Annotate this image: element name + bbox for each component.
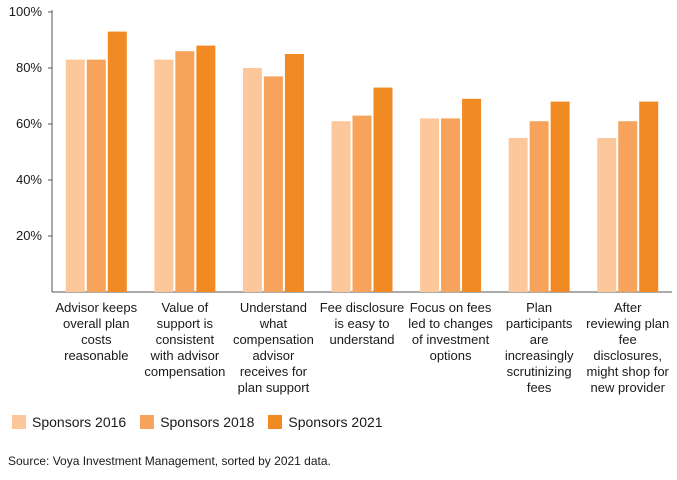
bar-sponsors-2021 — [107, 31, 127, 292]
category-label-line: compensation — [144, 364, 226, 379]
category-label-line: Understand — [239, 300, 308, 315]
category-label-line: Focus on fees — [409, 300, 492, 315]
category-label-line: understand — [329, 332, 395, 347]
category-label-line: advisor — [252, 348, 295, 363]
category-label-line: Plan — [526, 300, 553, 315]
category-label-line: participants — [505, 316, 573, 331]
category-label-line: consistent — [155, 332, 215, 347]
bar-sponsors-2016 — [420, 118, 440, 293]
bar-sponsors-2018 — [352, 115, 372, 292]
y-tick-label: 60% — [16, 116, 42, 131]
bar-sponsors-2016 — [154, 59, 174, 292]
category-label-line: are — [529, 332, 549, 347]
category-label: Understand what compensation advisor receive… — [217, 300, 329, 396]
category-label-line: fees — [526, 380, 552, 395]
legend-swatch-2018 — [140, 415, 155, 429]
category-label-line: increasingly — [504, 348, 574, 363]
category-label-line: what — [259, 316, 288, 331]
category-label-line: options — [429, 348, 472, 363]
legend-label-2021: Sponsors 2021 — [288, 414, 383, 430]
category-label: Fee disclosure is easy to understand — [306, 300, 418, 348]
category-label-line: fee — [618, 332, 637, 347]
category-label: Plan participants are increasingly scrutiniz… — [483, 300, 595, 396]
legend-item-2018: Sponsors 2018 — [140, 414, 254, 430]
category-label-line: Advisor keeps — [55, 300, 138, 315]
category-label: Advisor keeps overall plan costs reasonable — [40, 300, 152, 364]
bar-sponsors-2018 — [441, 118, 461, 293]
category-label-line: receives for — [239, 364, 308, 379]
bar-sponsors-2016 — [331, 121, 351, 292]
category-label-line: plan support — [237, 380, 310, 395]
bar-sponsors-2018 — [263, 76, 283, 293]
category-label: After reviewing plan fee disclosures, might … — [572, 300, 677, 396]
bar-sponsors-2018 — [86, 59, 106, 292]
legend-label-2018: Sponsors 2018 — [160, 414, 255, 430]
bar-sponsors-2016 — [242, 68, 262, 292]
y-tick-label: 100% — [9, 4, 43, 19]
bar-sponsors-2018 — [175, 51, 195, 293]
category-label-line: After — [613, 300, 642, 315]
category-label: Value of support is consistent with advisor… — [129, 300, 241, 380]
category-label-line: Fee disclosure — [319, 300, 405, 315]
category-label-line: of investment — [411, 332, 490, 347]
legend-item-2021: Sponsors 2021 — [268, 414, 383, 430]
category-label-line: might shop for — [586, 364, 669, 379]
bar-sponsors-2021 — [639, 101, 659, 292]
category-label-line: is easy to — [334, 316, 390, 331]
bar-sponsors-2021 — [284, 54, 304, 292]
source-note: Source: Voya Investment Management, sort… — [8, 454, 331, 468]
category-label-line: reasonable — [64, 348, 129, 363]
bar-sponsors-2016 — [65, 59, 85, 292]
category-label: Focus on fees led to changes of investment… — [395, 300, 507, 364]
bar-sponsors-2021 — [462, 98, 482, 292]
category-label-line: Value of — [161, 300, 209, 315]
category-label-line: with advisor — [150, 348, 220, 363]
category-label-line: support is — [156, 316, 214, 331]
category-label-line: disclosures, — [593, 348, 663, 363]
bar-sponsors-2021 — [373, 87, 393, 292]
y-tick-label: 80% — [16, 60, 42, 75]
bar-sponsors-2016 — [597, 138, 617, 292]
bar-sponsors-2016 — [508, 138, 528, 292]
bar-sponsors-2018 — [618, 121, 638, 292]
category-label-line: led to changes — [408, 316, 493, 331]
bar-sponsors-2018 — [529, 121, 549, 292]
bar-sponsors-2021 — [550, 101, 570, 292]
legend: Sponsors 2016 Sponsors 2018 Sponsors 202… — [12, 414, 397, 430]
legend-swatch-2021 — [268, 415, 283, 429]
legend-label-2016: Sponsors 2016 — [32, 414, 127, 430]
category-label-line: scrutinizing — [506, 364, 572, 379]
legend-swatch-2016 — [12, 415, 26, 429]
y-tick-label: 20% — [16, 228, 42, 243]
y-tick-label: 40% — [16, 172, 42, 187]
category-label-line: new provider — [590, 380, 665, 395]
category-label-line: costs — [81, 332, 112, 347]
bar-sponsors-2021 — [196, 45, 216, 292]
category-label-line: compensation — [232, 332, 314, 347]
legend-item-2016: Sponsors 2016 — [12, 414, 126, 430]
category-label-line: overall plan — [63, 316, 130, 331]
category-label-line: reviewing plan — [586, 316, 670, 331]
